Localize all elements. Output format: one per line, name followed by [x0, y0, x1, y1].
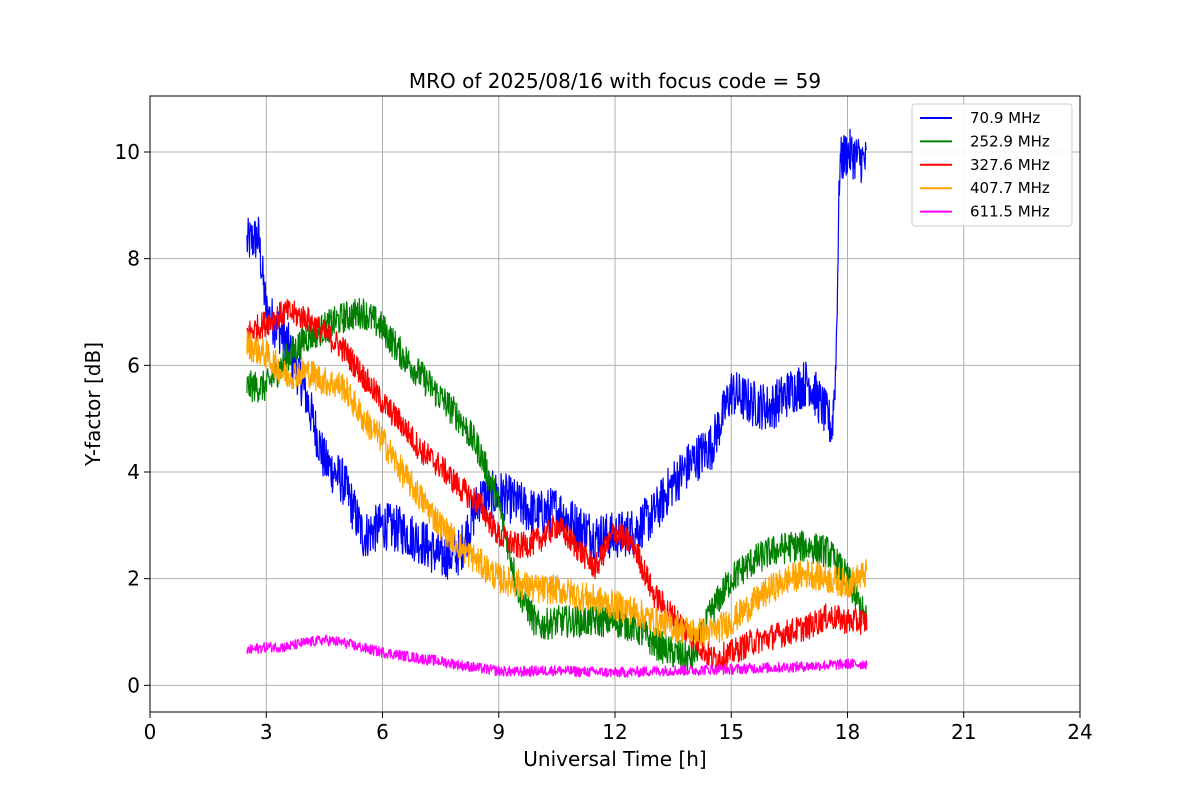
y-tick-label: 6 — [127, 353, 140, 377]
series-line — [246, 634, 868, 678]
x-axis-label: Universal Time [h] — [523, 747, 706, 771]
y-axis-label: Y-factor [dB] — [81, 342, 105, 467]
x-tick-label: 18 — [835, 720, 860, 744]
series-layer — [246, 128, 868, 678]
x-tick-label: 24 — [1067, 720, 1092, 744]
legend: 70.9 MHz 252.9 MHz 327.6 MHz 407.7 MHz 611.5… — [911, 103, 1073, 227]
legend-label: 252.9 MHz — [970, 132, 1050, 150]
y-tick-label: 0 — [127, 673, 140, 697]
y-tick-label: 8 — [127, 247, 140, 271]
x-tick-label: 21 — [951, 720, 976, 744]
legend-box — [911, 103, 1073, 227]
x-tick-label: 12 — [602, 720, 627, 744]
y-tick-label: 4 — [127, 460, 140, 484]
x-tick-label: 9 — [492, 720, 505, 744]
legend-label: 611.5 MHz — [970, 203, 1050, 221]
legend-label: 327.6 MHz — [970, 156, 1050, 174]
y-tick-label: 2 — [127, 567, 140, 591]
legend-label: 407.7 MHz — [970, 179, 1050, 197]
legend-label: 70.9 MHz — [970, 109, 1040, 127]
x-tick-label: 3 — [260, 720, 273, 744]
series-line — [246, 298, 868, 670]
series-line — [246, 297, 868, 672]
chart-title: MRO of 2025/08/16 with focus code = 59 — [409, 69, 821, 93]
x-tick-label: 15 — [719, 720, 744, 744]
series-line — [246, 331, 868, 647]
x-tick-label: 6 — [376, 720, 389, 744]
y-tick-label: 10 — [115, 140, 140, 164]
x-tick-label: 0 — [144, 720, 157, 744]
